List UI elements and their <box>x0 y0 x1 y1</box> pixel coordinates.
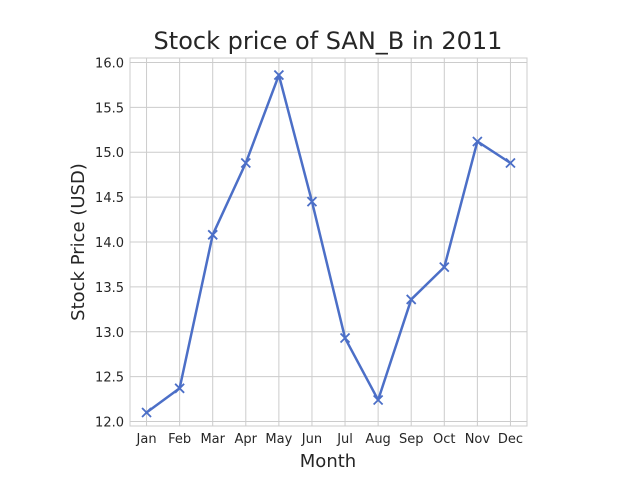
data-point-marker <box>306 196 318 207</box>
y-tick-label: 12.0 <box>95 416 124 431</box>
y-tick-label: 14.0 <box>95 236 124 251</box>
plot-area-frame <box>129 57 528 427</box>
tick-labels: Jan Feb Mar Apr May Jun Jul Aug Sep Oct Nov Dec 12.0… <box>95 56 523 447</box>
y-tick-label: 13.5 <box>95 281 124 296</box>
data-point-marker <box>372 394 384 406</box>
data-point-marker <box>207 229 218 240</box>
data-point-marker <box>339 332 351 344</box>
x-axis-label: Month <box>300 451 356 472</box>
x-tick-label: Jan <box>136 432 157 447</box>
x-tick-label: Dec <box>498 432 523 447</box>
series-line <box>145 73 512 414</box>
x-tick-label: Oct <box>433 432 455 447</box>
data-point-marker <box>141 407 152 418</box>
y-tick-label: 12.5 <box>95 371 124 386</box>
data-point-marker <box>505 157 516 169</box>
y-tick-label: 14.5 <box>95 191 124 206</box>
data-point-marker <box>406 294 417 305</box>
x-tick-label: Jun <box>301 432 322 447</box>
x-tick-label: Nov <box>465 432 491 447</box>
data-point-marker <box>174 383 185 394</box>
x-tick-label: Aug <box>365 432 390 447</box>
x-tick-label: Mar <box>200 432 225 447</box>
y-tick-label: 13.0 <box>95 326 124 341</box>
data-point-marker <box>273 69 285 81</box>
chart-title: Stock price of SAN_B in 2011 <box>154 27 503 55</box>
series-layer <box>141 69 516 418</box>
y-tick-label: 15.0 <box>95 146 124 161</box>
x-tick-label: Sep <box>399 432 424 447</box>
data-point-marker <box>472 136 483 147</box>
x-tick-label: May <box>265 432 292 447</box>
x-tick-label: Jul <box>336 432 353 447</box>
y-tick-label: 15.5 <box>95 101 124 116</box>
data-point-marker <box>439 261 450 273</box>
y-tick-label: 16.0 <box>95 56 124 71</box>
grid-layer <box>130 58 527 426</box>
x-tick-label: Apr <box>235 432 258 447</box>
y-axis-label: Stock Price (USD) <box>68 163 89 321</box>
x-tick-label: Feb <box>168 432 191 447</box>
data-point-marker <box>240 157 251 169</box>
